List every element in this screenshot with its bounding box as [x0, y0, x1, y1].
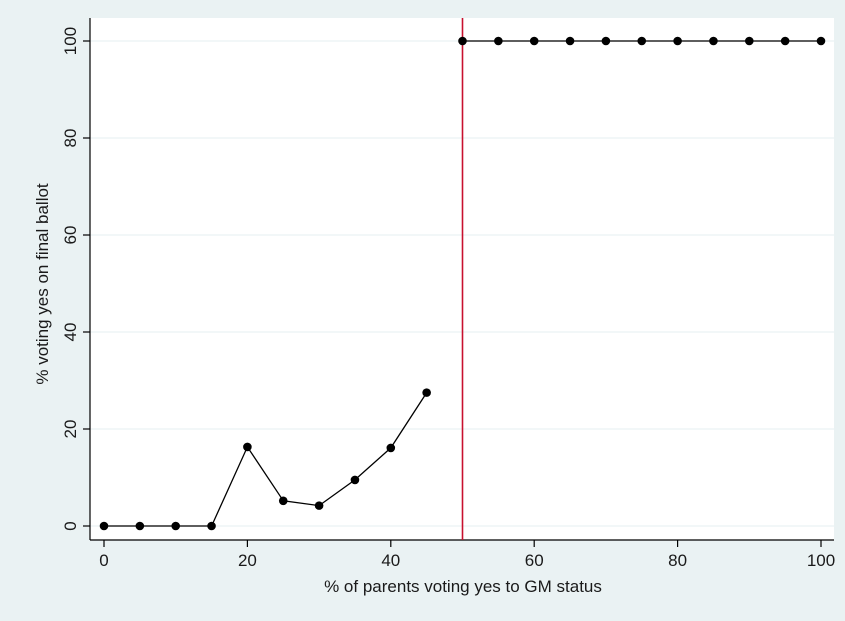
y-axis-title: % voting yes on final ballot — [33, 183, 52, 385]
y-tick-label: 60 — [61, 226, 80, 245]
y-tick-label: 100 — [61, 27, 80, 55]
data-point — [816, 36, 826, 46]
data-point — [207, 521, 216, 531]
y-tick-label: 40 — [61, 323, 80, 342]
data-point — [135, 521, 145, 531]
x-tick-label: 40 — [381, 551, 400, 570]
data-point — [350, 475, 360, 485]
data-point — [494, 36, 503, 46]
data-point — [422, 388, 431, 397]
y-tick-label: 20 — [61, 420, 80, 439]
x-tick-label: 80 — [668, 551, 687, 570]
data-point — [99, 521, 109, 531]
data-point — [745, 36, 754, 46]
series-layer — [99, 36, 826, 531]
data-point — [386, 443, 396, 453]
x-axis-title: % of parents voting yes to GM status — [324, 577, 602, 596]
data-point — [709, 36, 718, 46]
y-tick-label: 0 — [61, 521, 80, 530]
data-point — [529, 36, 539, 46]
data-point — [673, 36, 682, 46]
series-line-1 — [104, 392, 428, 527]
data-point — [243, 442, 252, 452]
data-point — [458, 36, 467, 46]
x-tick-label: 60 — [525, 551, 544, 570]
axes: 0 20 40 60 80 100 0 20 40 60 80 100 — [61, 18, 835, 570]
x-tick-label: 0 — [99, 551, 108, 570]
y-tick-label: 80 — [61, 129, 80, 148]
x-tick-label: 20 — [238, 551, 257, 570]
data-point — [278, 496, 288, 506]
data-point — [637, 36, 647, 46]
data-point — [314, 501, 324, 510]
data-point — [565, 36, 575, 46]
data-point — [171, 521, 180, 531]
data-point — [780, 36, 790, 46]
x-tick-label: 100 — [807, 551, 835, 570]
data-point — [601, 36, 611, 46]
